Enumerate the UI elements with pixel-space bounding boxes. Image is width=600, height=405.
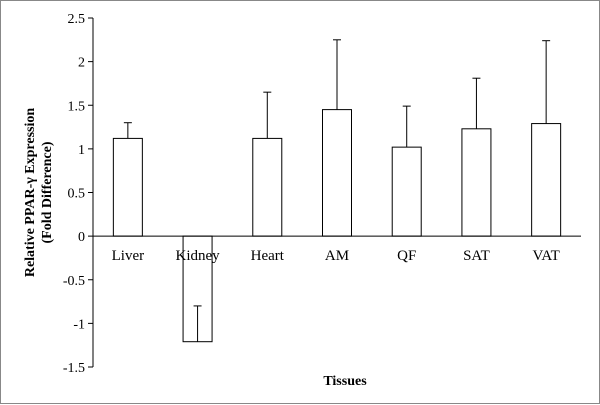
bar-sat: [461, 128, 492, 237]
y-tick-label: 2: [78, 56, 85, 71]
x-category-label: QF: [397, 248, 416, 264]
bar-qf: [391, 146, 422, 237]
bar-vat: [531, 123, 562, 237]
y-tick-label: 2.5: [68, 12, 86, 27]
y-tick-label: 0.5: [68, 187, 86, 202]
x-category-label: VAT: [533, 248, 560, 264]
y-tick-label: 1.5: [68, 99, 86, 114]
y-tick-label: 1: [78, 143, 85, 158]
x-category-label: AM: [325, 248, 349, 264]
y-tick-label: 0: [78, 230, 85, 245]
y-axis-title-line2: (Fold Difference): [40, 141, 55, 243]
y-tick-label: -1.5: [63, 361, 85, 376]
y-tick-label: -1: [73, 317, 85, 332]
x-axis-title: Tissues: [323, 374, 367, 389]
y-tick-label: -0.5: [63, 274, 85, 289]
bar-am: [322, 109, 352, 237]
chart-marks: 2.5 2 1.5 1 0.5 0 -0.5 -1 -1.5 Liver Kidney Heart AM…: [63, 12, 581, 376]
x-category-label: SAT: [463, 248, 490, 264]
x-category-label: Kidney: [175, 248, 220, 264]
bar-heart: [252, 137, 283, 237]
x-category-label: Liver: [112, 248, 144, 264]
y-axis-title-line1: Relative PPAR-γ Expression: [23, 108, 38, 278]
x-category-label: Heart: [251, 248, 285, 264]
bar-liver: [112, 137, 143, 237]
